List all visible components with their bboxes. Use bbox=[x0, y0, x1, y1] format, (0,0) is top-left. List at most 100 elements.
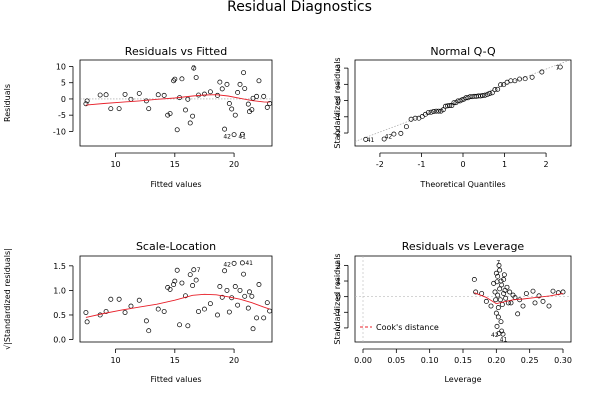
data-point bbox=[229, 106, 235, 112]
data-point bbox=[108, 106, 114, 112]
data-point bbox=[478, 93, 483, 99]
data-point bbox=[143, 318, 149, 324]
data-point bbox=[493, 297, 499, 303]
y-tick-label: -2 bbox=[333, 129, 341, 138]
outlier-label: 42 bbox=[491, 332, 499, 339]
data-point bbox=[507, 289, 513, 295]
data-point bbox=[425, 110, 431, 116]
data-point bbox=[473, 289, 479, 295]
data-point bbox=[84, 319, 90, 325]
data-point bbox=[495, 273, 501, 279]
panel-residuals-vs-leverage: Residuals vs Leverage Leverage Standardize… bbox=[333, 240, 572, 384]
data-point bbox=[264, 104, 270, 110]
data-point bbox=[83, 310, 89, 315]
outlier-label: 7 bbox=[496, 259, 500, 266]
data-point bbox=[363, 136, 369, 142]
data-point bbox=[517, 76, 523, 82]
data-point bbox=[254, 315, 260, 321]
data-point bbox=[217, 284, 223, 289]
data-point bbox=[555, 290, 561, 296]
y-axis-label: Standardized residuals bbox=[333, 253, 342, 344]
data-point bbox=[408, 116, 414, 122]
y-axis-label: Standardized residuals bbox=[333, 57, 342, 148]
y-tick-label: -10 bbox=[53, 127, 66, 136]
outlier-label: 7 bbox=[197, 267, 201, 274]
data-point bbox=[500, 331, 506, 337]
data-point bbox=[239, 260, 245, 266]
smooth-line bbox=[85, 293, 270, 318]
data-point bbox=[249, 293, 255, 299]
data-point bbox=[193, 277, 199, 283]
x-tick-label: 0.25 bbox=[521, 356, 539, 365]
y-tick-label: 2 bbox=[336, 261, 341, 270]
data-point bbox=[136, 297, 142, 303]
data-point bbox=[231, 260, 237, 266]
data-point bbox=[128, 96, 134, 102]
panel-scale-location: Scale-Location Fitted values √|Standardize… bbox=[3, 240, 273, 384]
data-point bbox=[103, 92, 109, 98]
data-point bbox=[231, 132, 237, 138]
outlier-label: 41 bbox=[238, 134, 246, 141]
data-point bbox=[179, 280, 185, 286]
data-point bbox=[501, 291, 507, 296]
data-point bbox=[261, 315, 267, 321]
data-point bbox=[222, 268, 228, 274]
data-point bbox=[179, 76, 185, 82]
x-tick-label: 2 bbox=[544, 160, 549, 169]
y-tick-label: 1.5 bbox=[53, 262, 66, 271]
data-point bbox=[482, 92, 488, 98]
data-point bbox=[224, 81, 230, 87]
data-point bbox=[226, 101, 232, 106]
data-point bbox=[508, 78, 514, 84]
data-point bbox=[493, 270, 499, 276]
data-point bbox=[245, 101, 251, 107]
data-point bbox=[241, 70, 247, 76]
plot-area bbox=[83, 260, 272, 334]
data-point bbox=[219, 294, 225, 300]
data-point bbox=[207, 89, 213, 95]
data-point bbox=[174, 127, 180, 133]
data-point bbox=[217, 79, 223, 85]
data-point bbox=[146, 106, 152, 112]
data-point bbox=[503, 295, 509, 301]
outlier-label: 7 bbox=[555, 65, 559, 72]
y-tick-label: 1 bbox=[336, 80, 341, 89]
y-axis-label: √|Standardized residuals| bbox=[3, 248, 12, 350]
outlier-label: 42 bbox=[385, 133, 393, 140]
data-point bbox=[222, 126, 228, 132]
x-axis-label: Leverage bbox=[444, 375, 481, 384]
x-tick-label: 10 bbox=[110, 160, 120, 169]
data-point bbox=[508, 300, 514, 306]
data-point bbox=[550, 288, 556, 294]
data-point bbox=[122, 310, 128, 315]
data-point bbox=[219, 86, 225, 92]
outlier-label: 7 bbox=[192, 65, 196, 72]
data-point bbox=[237, 81, 243, 87]
x-tick-label: 0.10 bbox=[421, 356, 439, 365]
y-tick-label: -2 bbox=[333, 324, 341, 333]
data-point bbox=[256, 282, 262, 287]
data-point bbox=[560, 289, 566, 295]
plot-frame bbox=[79, 255, 273, 343]
data-point bbox=[136, 90, 142, 96]
data-point bbox=[84, 98, 90, 104]
data-point bbox=[492, 87, 498, 93]
x-tick-label: 0.05 bbox=[387, 356, 405, 365]
data-point bbox=[495, 305, 501, 311]
data-point bbox=[155, 306, 161, 312]
outlier-label: 42 bbox=[223, 134, 231, 141]
data-point bbox=[207, 301, 213, 307]
data-point bbox=[451, 100, 457, 106]
x-tick-label: 20 bbox=[229, 356, 239, 365]
data-point bbox=[190, 113, 196, 119]
data-point bbox=[391, 131, 397, 137]
y-tick-label: -1 bbox=[333, 308, 341, 317]
data-point bbox=[191, 65, 197, 71]
data-point bbox=[436, 108, 442, 114]
data-point bbox=[504, 284, 510, 290]
data-point bbox=[540, 298, 546, 304]
plot-area bbox=[80, 65, 272, 138]
data-point bbox=[215, 312, 220, 318]
y-tick-label: 0.5 bbox=[53, 311, 66, 320]
